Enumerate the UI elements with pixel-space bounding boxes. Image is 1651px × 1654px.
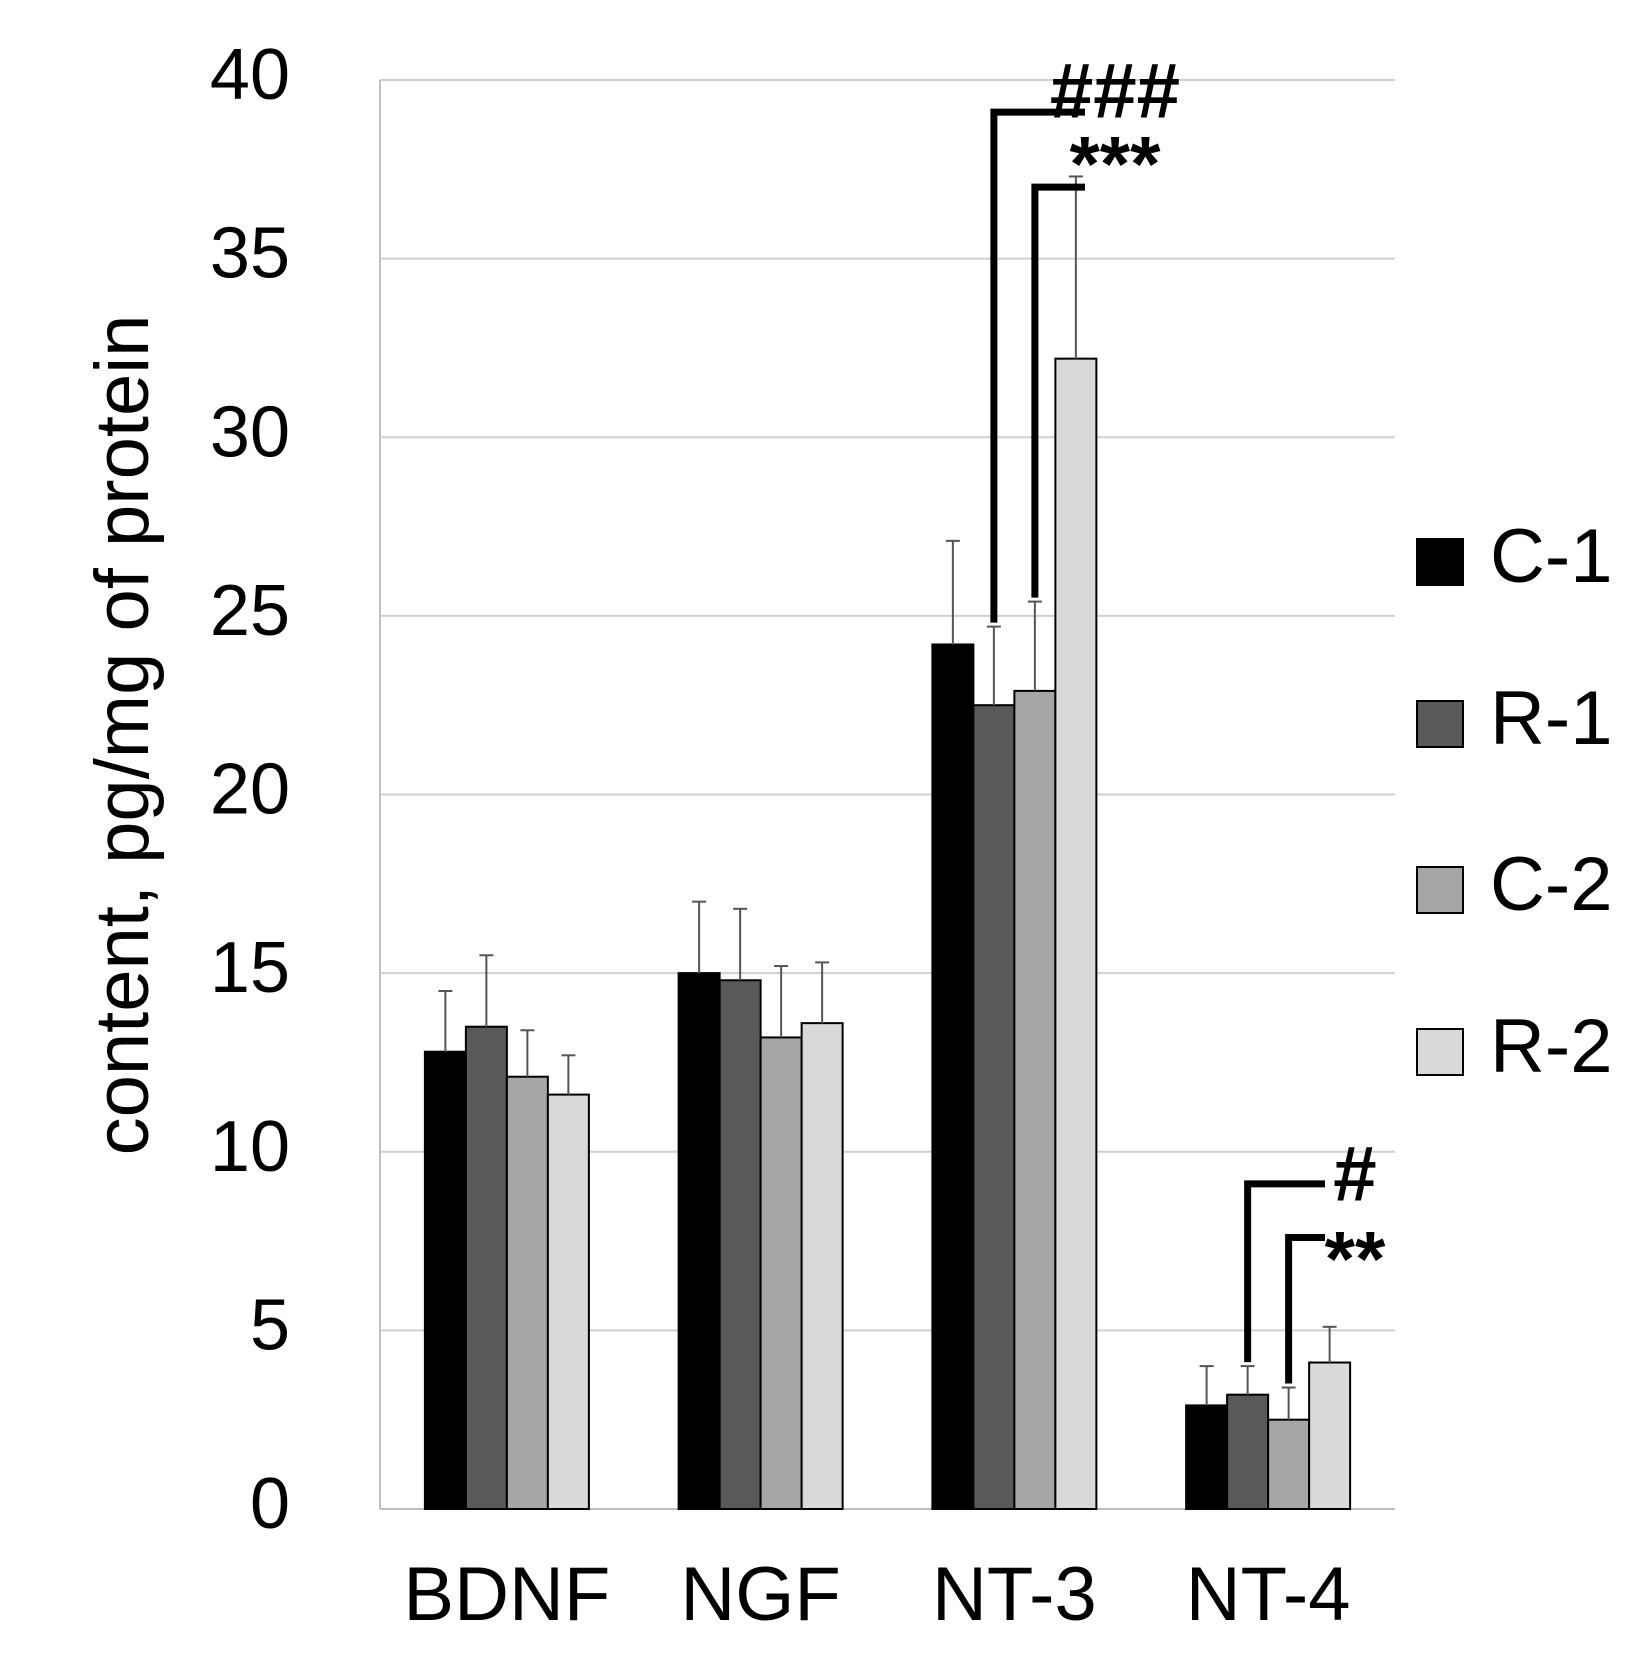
- legend: C-1 R-1 C-2 R-2: [1416, 514, 1612, 1089]
- bars: [423, 357, 1352, 1511]
- bar: [972, 704, 1016, 1510]
- significance-label: #: [1333, 1130, 1376, 1218]
- y-tick-label: 30: [210, 392, 290, 472]
- y-tick-label: 40: [210, 35, 290, 115]
- legend-swatch: [1416, 1028, 1464, 1076]
- significance-label: ***: [1069, 120, 1161, 208]
- bar: [423, 1050, 467, 1510]
- bar: [464, 1025, 508, 1511]
- legend-label: C-1: [1490, 514, 1612, 599]
- bar: [1226, 1393, 1270, 1511]
- bar: [1013, 689, 1057, 1510]
- legend-swatch: [1416, 538, 1464, 586]
- significance-label: **: [1325, 1215, 1386, 1303]
- x-tick-label: BDNF: [403, 1552, 610, 1637]
- x-tick-label: NT-4: [1186, 1552, 1351, 1637]
- bar: [546, 1093, 590, 1510]
- y-tick-label: 25: [210, 571, 290, 651]
- y-axis-title: content, pg/mg of protein: [80, 315, 165, 1156]
- bar: [677, 972, 721, 1510]
- bar: [718, 979, 762, 1510]
- x-tick-label: NGF: [680, 1552, 840, 1637]
- bar: [1308, 1361, 1352, 1510]
- legend-swatch: [1416, 866, 1464, 914]
- legend-label: R-1: [1490, 676, 1612, 761]
- y-tick-label: 35: [210, 214, 290, 294]
- x-tick-label: NT-3: [932, 1552, 1097, 1637]
- tick-labels: 0 5 10 15 20 25 30 35 40 BDNF NGF NT-3 NT-4: [210, 35, 1351, 1637]
- significance-bracket: [1285, 1233, 1325, 1384]
- significance-bracket: [1031, 183, 1085, 598]
- legend-label: C-2: [1490, 842, 1612, 927]
- bar: [1054, 357, 1098, 1510]
- significance-bracket: [1244, 1180, 1325, 1363]
- error-bars: [438, 175, 1337, 1420]
- significance-label: ###: [1050, 47, 1180, 135]
- bar: [800, 1022, 844, 1510]
- legend-swatch: [1416, 700, 1464, 748]
- y-tick-label: 0: [250, 1464, 290, 1544]
- bar: [1185, 1404, 1229, 1510]
- significance-bracket: [990, 108, 1085, 623]
- y-tick-label: 10: [210, 1107, 290, 1187]
- bar: [1267, 1418, 1311, 1510]
- bar: [505, 1075, 549, 1511]
- bar: [931, 643, 975, 1510]
- y-tick-label: 5: [250, 1285, 290, 1365]
- y-tick-label: 15: [210, 928, 290, 1008]
- significance-annotations: ###*** #**: [990, 47, 1386, 1384]
- bar: [759, 1036, 803, 1511]
- y-tick-label: 20: [210, 750, 290, 830]
- legend-label: R-2: [1490, 1004, 1612, 1089]
